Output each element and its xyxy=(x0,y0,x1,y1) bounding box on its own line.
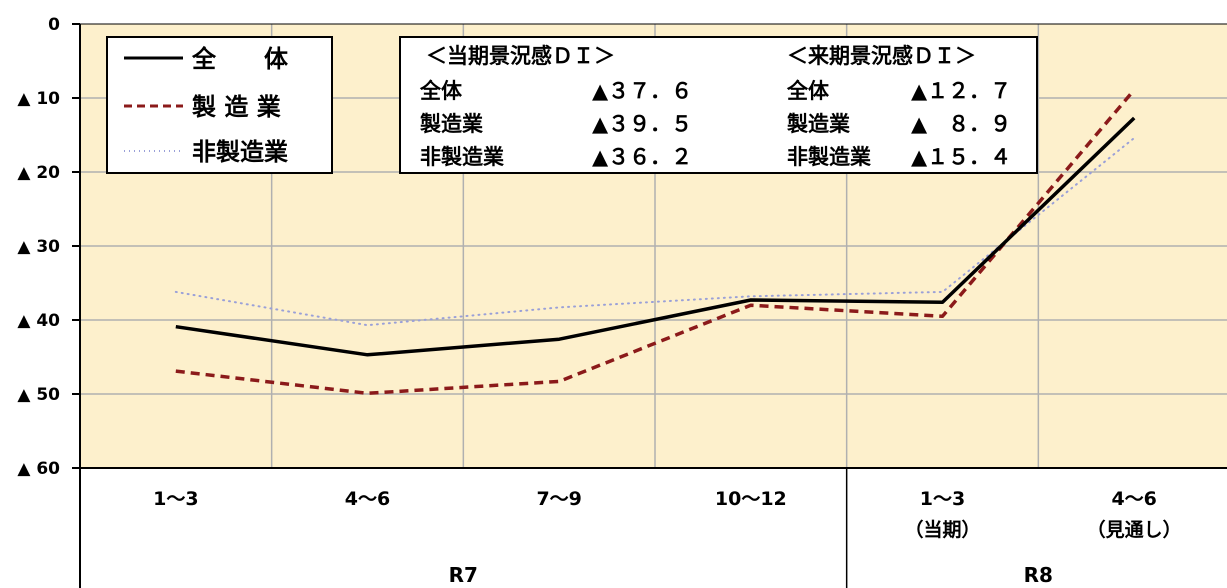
y-tick-label: ▲ 50 xyxy=(17,385,60,405)
info-title-next: ＜来期景況感ＤＩ＞ xyxy=(787,44,976,68)
x-group-label: R8 xyxy=(1024,563,1053,587)
x-tick-sublabel: （見通し） xyxy=(1087,518,1182,541)
x-tick-labels: 1～3 4～6 7～9 10～12 1～3 （当期） 4～6 （見通し） xyxy=(153,488,1182,541)
x-tick-sublabel: （当期） xyxy=(904,518,980,541)
y-tick-label: ▲ 40 xyxy=(17,311,60,331)
info-box-frame xyxy=(399,36,1038,174)
y-tick-label: ▲ 60 xyxy=(17,459,60,479)
x-tick-label: 7～9 xyxy=(536,488,581,510)
info-row-label: 非製造業 xyxy=(420,145,505,169)
info-row-label: 製造業 xyxy=(419,112,484,136)
x-tick-label: 10～12 xyxy=(715,488,787,510)
info-row-next-label: 製造業 xyxy=(786,112,851,136)
info-row-label: 全体 xyxy=(419,79,463,103)
series-line-manufacturing xyxy=(175,88,1136,396)
x-tick-label: 1～3 xyxy=(153,488,198,510)
y-tick-label: 0 xyxy=(48,15,60,35)
axes xyxy=(72,23,1227,588)
info-row-current: ▲３６．２ xyxy=(592,145,692,169)
y-tick-label: ▲ 20 xyxy=(17,163,60,183)
x-tick-label: 1～3 xyxy=(920,488,965,510)
legend-label-manufacturing: 製 造 業 xyxy=(192,93,281,121)
legend-label-non-manufacturing: 非製造業 xyxy=(192,138,288,166)
x-group-labels: R7 R8 xyxy=(449,563,1053,587)
info-row-next: ▲１２．７ xyxy=(911,79,1011,103)
info-row-current: ▲３７．６ xyxy=(592,79,692,103)
legend: 全 体 製 造 業 非製造業 xyxy=(106,36,333,174)
x-tick-label: 4～6 xyxy=(1111,488,1156,510)
x-group-label: R7 xyxy=(449,563,478,587)
legend-label-all: 全 体 xyxy=(191,45,289,73)
info-row-next-label: 非製造業 xyxy=(787,145,872,169)
x-tick-label: 4～6 xyxy=(345,488,390,510)
y-tick-labels: 0 ▲ 10 ▲ 20 ▲ 30 ▲ 40 ▲ 50 ▲ 60 xyxy=(17,15,60,479)
series-line-non-manufacturing xyxy=(174,137,1136,327)
y-tick-label: ▲ 30 xyxy=(17,237,60,257)
info-row-current: ▲３９．５ xyxy=(592,112,692,136)
series-line-all xyxy=(175,116,1136,357)
info-row-next: ▲ ８．９ xyxy=(911,112,1011,136)
info-title-current: ＜当期景況感ＤＩ＞ xyxy=(426,44,615,68)
series-lines xyxy=(174,88,1136,396)
di-info-box: ＜当期景況感ＤＩ＞ ＜来期景況感ＤＩ＞ 全体 ▲３７．６ 全体 ▲１２．７ 製造… xyxy=(399,36,1038,174)
info-row-next-label: 全体 xyxy=(786,79,830,103)
y-tick-label: ▲ 10 xyxy=(17,89,60,109)
info-row-next: ▲１５．４ xyxy=(911,145,1011,169)
